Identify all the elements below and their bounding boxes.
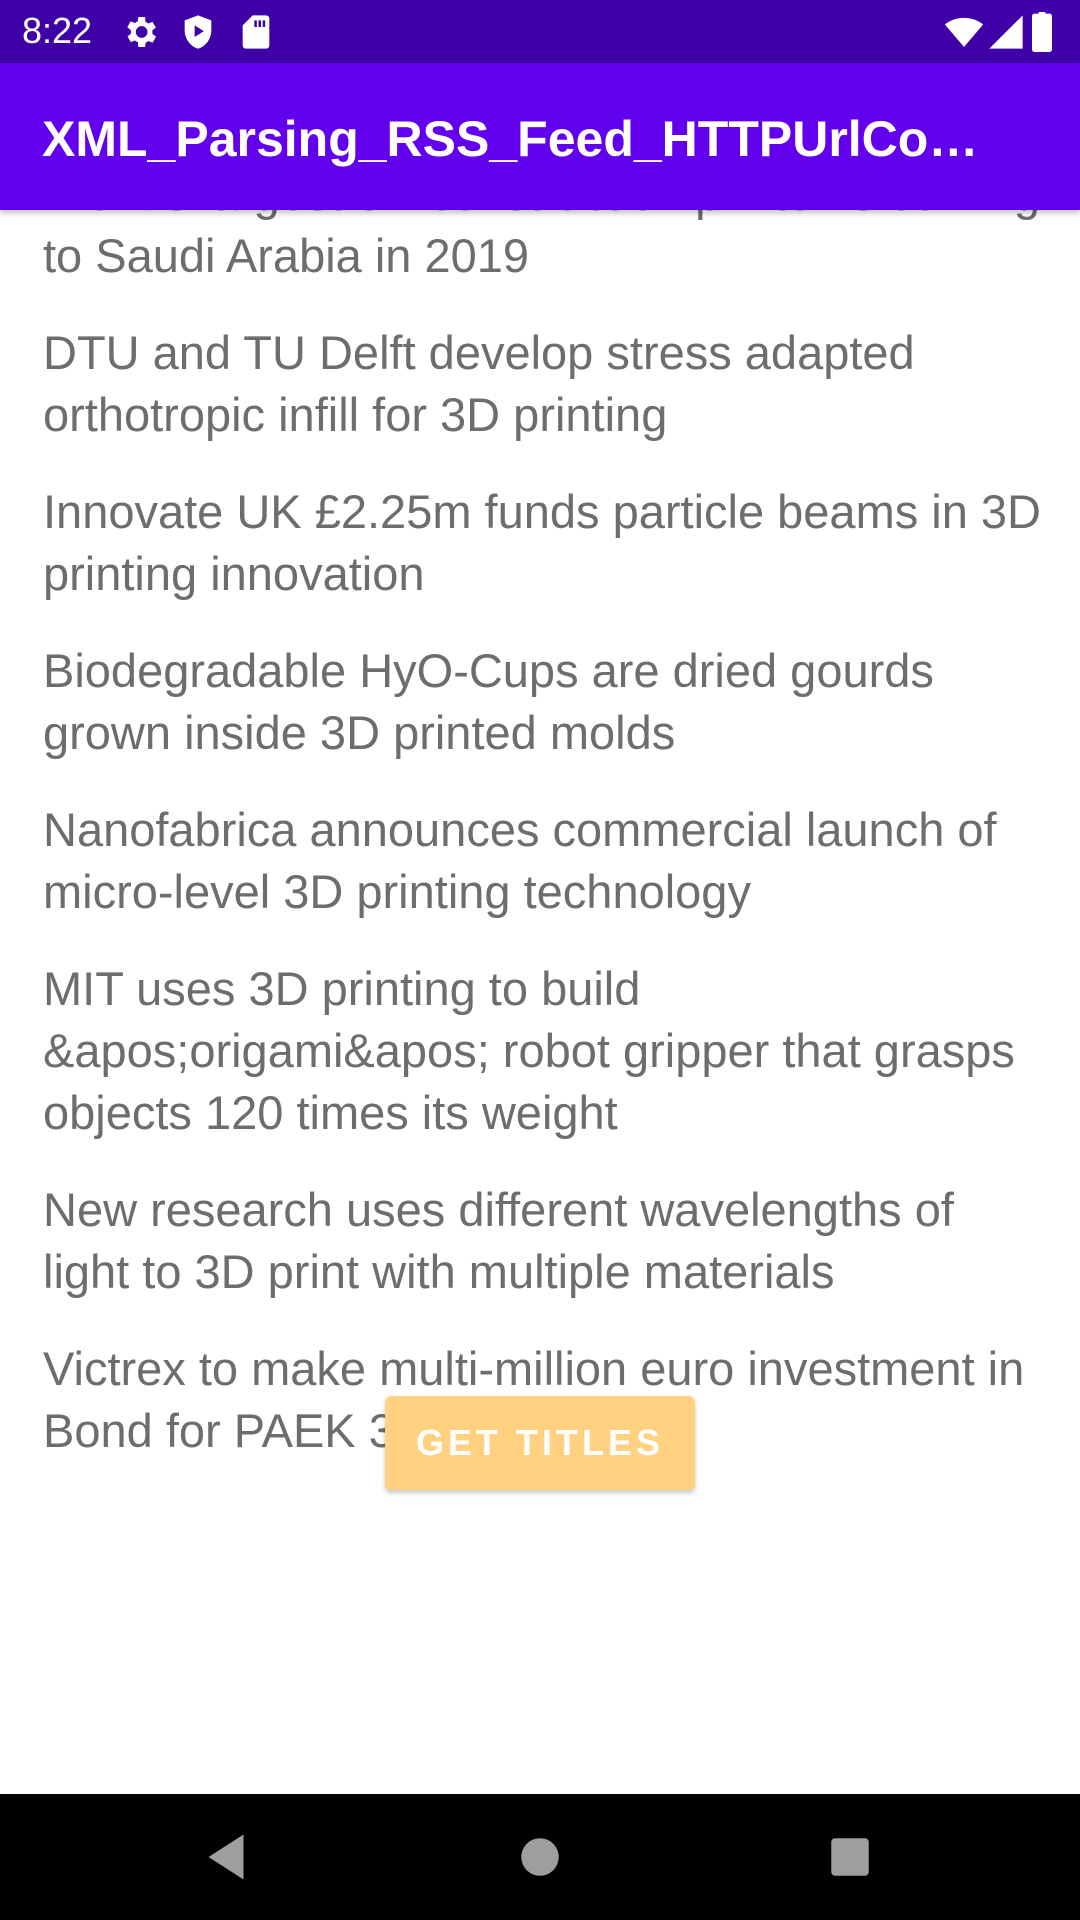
title-item: Biodegradable HyO-Cups are dried gourds … <box>43 644 934 759</box>
wifi-icon <box>944 12 984 52</box>
title-item: MIT uses 3D printing to build &apos;orig… <box>43 962 1015 1139</box>
sd-card-icon <box>236 12 276 52</box>
title-list: Worlds largest 3D construction printer i… <box>43 210 1043 1497</box>
title-item: Worlds largest 3D construction printer i… <box>43 210 1040 282</box>
battery-icon <box>1030 12 1064 52</box>
signal-icon <box>986 12 1026 52</box>
title-item: New research uses different wavelengths … <box>43 1183 954 1298</box>
titles-scroll-view[interactable]: Worlds largest 3D construction printer i… <box>0 210 1080 1794</box>
navigation-bar <box>0 1794 1080 1920</box>
title-item: Innovate UK £2.25m funds particle beams … <box>43 485 1041 600</box>
get-titles-button[interactable]: GET TITLES <box>385 1396 695 1490</box>
title-item: Nanofabrica announces commercial launch … <box>43 803 997 918</box>
gear-icon <box>120 12 160 52</box>
status-time: 8:22 <box>22 10 93 51</box>
shield-play-icon <box>178 12 218 52</box>
recents-icon[interactable] <box>820 1827 880 1887</box>
app-title: XML_Parsing_RSS_Feed_HTTPUrlConnection <box>42 111 1002 167</box>
title-item: DTU and TU Delft develop stress adapted … <box>43 326 915 441</box>
home-icon[interactable] <box>510 1827 570 1887</box>
status-bar: 8:22 <box>0 0 1080 63</box>
back-icon[interactable] <box>196 1827 256 1887</box>
app-bar: XML_Parsing_RSS_Feed_HTTPUrlConnection <box>0 63 1080 210</box>
